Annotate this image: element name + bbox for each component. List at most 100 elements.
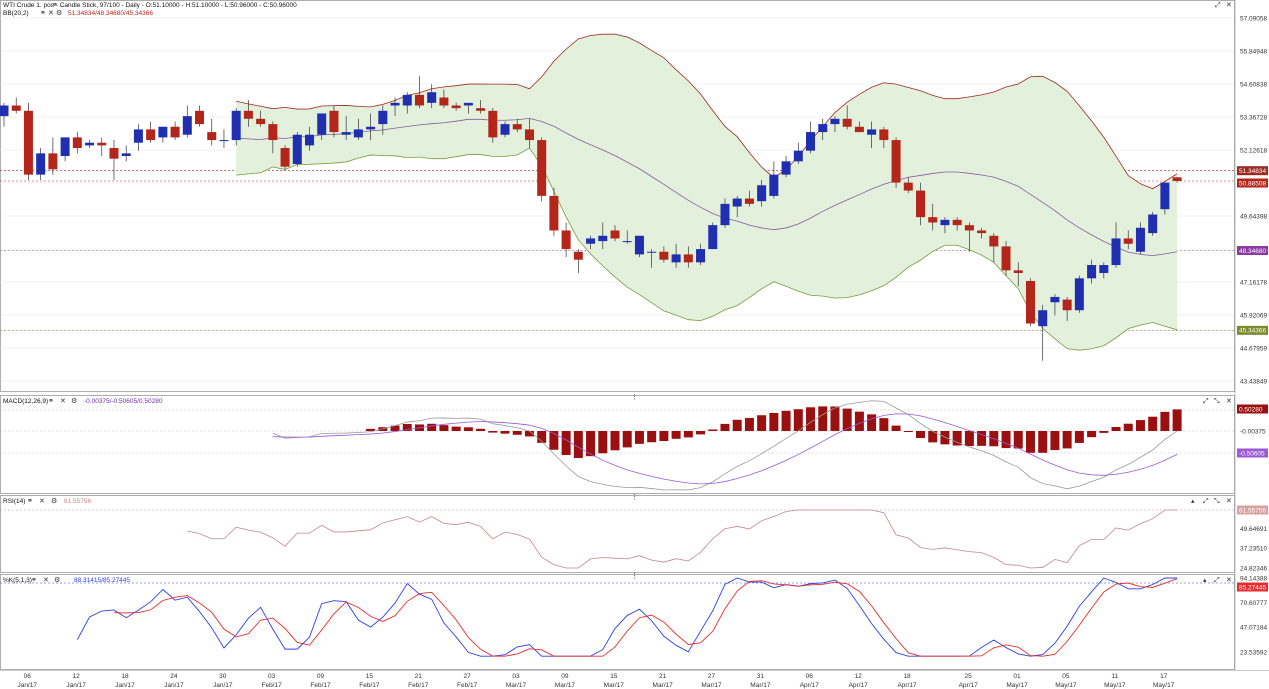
x-axis-month-label: Apr/17 xyxy=(897,682,917,689)
candle-body xyxy=(48,153,58,170)
close-icon[interactable]: ✕ xyxy=(1226,498,1232,505)
candle-body xyxy=(903,182,913,191)
candle-body xyxy=(573,251,583,260)
maximize-icon[interactable]: ⤡ xyxy=(1214,398,1220,405)
up-icon[interactable]: ▴ xyxy=(1203,577,1207,584)
candle-body xyxy=(329,110,339,133)
macd-histogram-bar xyxy=(1123,423,1133,431)
drag-handle-icon[interactable]: ⋮ xyxy=(631,394,638,401)
candle-body xyxy=(182,116,192,135)
rsi-line xyxy=(187,509,1178,569)
bollinger-mid-line xyxy=(236,117,1178,256)
macd-histogram-bar xyxy=(512,431,522,435)
link-icon[interactable]: ⚭ xyxy=(31,577,37,584)
macd-histogram-bar xyxy=(598,431,608,454)
stoch-tag-label: 85.27445 xyxy=(1239,584,1266,591)
macd-histogram-bar xyxy=(573,431,583,458)
gear-icon[interactable]: ⚙ xyxy=(51,497,57,505)
x-axis-day-label: 03 xyxy=(512,673,520,680)
macd-histogram-bar xyxy=(769,412,779,431)
link-icon[interactable]: ⚭ xyxy=(48,398,54,405)
candle-body xyxy=(793,150,803,162)
gear-icon[interactable]: ⚙ xyxy=(71,397,77,405)
macd-histogram-bar xyxy=(500,431,510,434)
stoch-axis-label: 47.07184 xyxy=(1240,625,1267,632)
expand-icon[interactable]: ⤢ xyxy=(1203,498,1209,505)
close-icon[interactable]: ✕ xyxy=(1226,2,1232,9)
macd-histogram-bar xyxy=(842,408,852,431)
expand-icon[interactable]: ⤢ xyxy=(1214,577,1220,584)
link-icon[interactable]: ⚭ xyxy=(27,498,33,505)
candle-body xyxy=(1013,270,1023,274)
macd-histogram-bar xyxy=(696,431,706,435)
bb-label: BB(20,2) xyxy=(3,10,29,17)
candle-body xyxy=(133,129,143,143)
maximize-icon[interactable]: ⤡ xyxy=(1214,498,1220,505)
close-icon[interactable]: ✕ xyxy=(1226,577,1232,584)
x-axis-day-label: 09 xyxy=(317,673,325,680)
x-axis-month-label: Jan/17 xyxy=(17,682,37,689)
candle-body xyxy=(207,132,217,141)
expand-icon[interactable]: ⤢ xyxy=(1203,398,1209,405)
close-icon[interactable]: ✕ xyxy=(48,10,54,17)
price-tag xyxy=(1237,178,1268,188)
x-axis-month-label: Jan/17 xyxy=(66,682,86,689)
close-icon[interactable]: ✕ xyxy=(43,577,49,584)
link-icon[interactable]: ⚭ xyxy=(40,10,46,17)
candle-body xyxy=(1074,278,1084,311)
macd-histogram-bar xyxy=(427,423,437,431)
x-axis-month-label: Feb/17 xyxy=(359,682,380,689)
macd-tag xyxy=(1237,404,1268,414)
candle-body xyxy=(524,129,534,141)
gear-icon[interactable]: ⚙ xyxy=(56,9,62,17)
stoch-k-line xyxy=(76,577,1178,657)
x-axis-day-label: 06 xyxy=(806,673,814,680)
candle-body xyxy=(11,105,21,111)
header-controls: ⚭ ⚭ ✕ ⚙ ⚭ ✕ ⚙ ⚭ ✕ ⚙ ⚭ ✕ ⚙ ⤢ ✕ ⤢ ⤡ ✕ ▴ ⤢ … xyxy=(27,2,1232,584)
candle-body xyxy=(940,219,950,226)
gear-icon[interactable]: ⚙ xyxy=(54,576,60,584)
candle-body xyxy=(708,225,718,250)
macd-axis-label: -0.00375 xyxy=(1240,428,1266,435)
close-icon[interactable]: ✕ xyxy=(1226,398,1232,405)
candle-body xyxy=(463,102,473,106)
price-tag-label: 45.34366 xyxy=(1239,328,1266,335)
drag-handle-icon[interactable]: ⋮ xyxy=(631,573,638,580)
candle-body xyxy=(769,174,779,196)
x-axis-month-label: Apr/17 xyxy=(849,682,869,689)
candle-body xyxy=(1123,238,1133,244)
price-axis-label: 57.09058 xyxy=(1240,15,1267,22)
x-axis-day-label: 18 xyxy=(121,673,129,680)
x-axis-day-label: 05 xyxy=(1062,673,1070,680)
macd-histogram-bar xyxy=(1062,431,1072,449)
candle-body xyxy=(842,118,852,127)
macd-histogram-bar xyxy=(744,417,754,431)
candle-body xyxy=(916,190,925,218)
candle-body xyxy=(366,126,376,130)
bollinger-upper-line xyxy=(236,33,1178,190)
up-icon[interactable]: ▴ xyxy=(1191,498,1195,505)
macd-histogram-bar xyxy=(524,431,534,437)
macd-values: -0.00375/-0.50605/0.50280 xyxy=(84,398,163,405)
close-icon[interactable]: ✕ xyxy=(39,498,45,505)
macd-histogram-bar xyxy=(366,428,376,431)
macd-histogram-bar xyxy=(732,419,742,431)
expand-icon[interactable]: ⤢ xyxy=(1215,2,1221,9)
link-icon[interactable]: ⚭ xyxy=(52,2,58,9)
candle-body xyxy=(390,102,400,106)
rsi-axis-label: 37.23510 xyxy=(1240,546,1267,553)
candle-body xyxy=(964,225,974,231)
x-axis-day-label: 06 xyxy=(24,673,32,680)
rsi-tag-label: 61.55756 xyxy=(1239,507,1266,514)
panel-frames xyxy=(0,0,1235,670)
candle-body xyxy=(952,219,962,226)
drag-handle-icon[interactable]: ⋮ xyxy=(631,494,638,501)
x-axis-day-label: 12 xyxy=(855,673,863,680)
candle-body xyxy=(121,153,131,157)
candle-body xyxy=(317,113,327,135)
close-icon[interactable]: ✕ xyxy=(60,398,66,405)
indicators xyxy=(76,400,1182,657)
candle-body xyxy=(341,132,351,135)
price-tag-label: 48.34680 xyxy=(1239,248,1266,255)
candle-body xyxy=(256,118,266,125)
